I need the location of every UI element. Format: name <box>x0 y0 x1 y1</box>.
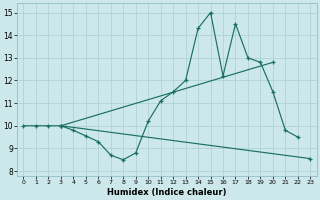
X-axis label: Humidex (Indice chaleur): Humidex (Indice chaleur) <box>107 188 227 197</box>
